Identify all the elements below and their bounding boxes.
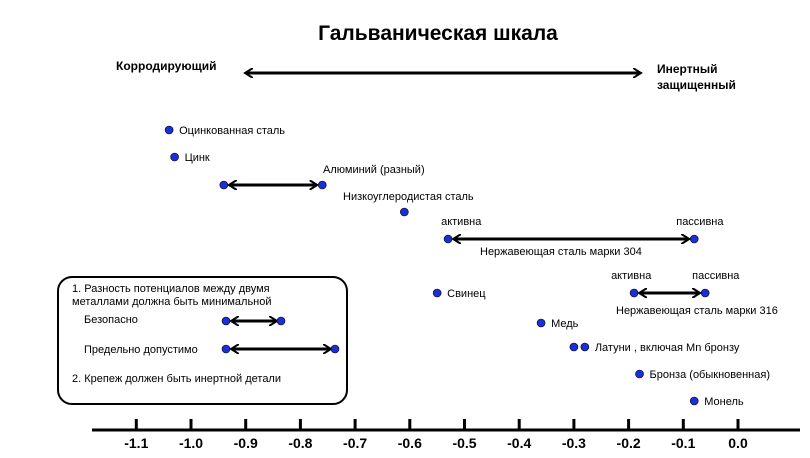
x-tick-label: -0.6	[398, 435, 422, 451]
corroding-label: Корродирующий	[116, 59, 216, 73]
x-tick-label: -0.1	[671, 435, 695, 451]
limit-point-left	[221, 344, 231, 354]
passive-label: пассивна	[692, 270, 740, 282]
item-label: Алюминий (разный)	[323, 164, 425, 176]
data-point	[170, 152, 179, 162]
data-point	[443, 234, 453, 244]
data-point	[689, 234, 699, 244]
data-point	[536, 318, 546, 328]
active-label: активна	[611, 270, 652, 282]
x-axis: -1.1 -1.0 -0.9 -0.8 -0.7 -0.6 -0.5 -0.4 -0.3 -0.2…	[92, 419, 800, 451]
active-label: активна	[441, 216, 482, 228]
safe-label: Безопасно	[84, 314, 138, 326]
item-label: Оцинкованная сталь	[179, 125, 285, 137]
inert-label-line1: Инертный	[657, 62, 717, 76]
limit-point-right	[330, 344, 340, 354]
item-label: Цинк	[185, 152, 210, 164]
rule1-line1: 1. Разность потенциалов между двумя	[72, 283, 270, 295]
data-point	[700, 288, 710, 298]
item-label: Бронза (обыкновенная)	[650, 369, 770, 381]
inert-label-line2: защищенный	[657, 78, 736, 92]
safe-point-right	[276, 316, 286, 326]
notes-box	[57, 276, 348, 405]
data-point	[635, 369, 644, 379]
safe-point-left	[221, 316, 231, 326]
data-point	[219, 180, 229, 190]
item-label: Нержавеющая сталь марки 304	[480, 246, 642, 258]
data-point	[317, 180, 327, 190]
item-label: Нержавеющая сталь марки 316	[616, 305, 778, 317]
data-point	[400, 207, 409, 217]
x-tick-label: -0.5	[452, 435, 476, 451]
data-point	[580, 342, 590, 352]
item-label: Монель	[704, 396, 744, 408]
data-point	[689, 396, 699, 406]
x-tick-label: -0.3	[562, 435, 586, 451]
points-layer: Оцинкованная сталь Цинк Алюминий (разный) Н…	[164, 125, 778, 408]
data-point	[432, 288, 442, 298]
x-tick-label: -0.2	[617, 435, 641, 451]
x-tick-label: -0.8	[288, 435, 312, 451]
passive-label: пассивна	[676, 216, 724, 228]
rule2: 2. Крепеж должен быть инертной детали	[72, 373, 281, 385]
item-label: Свинец	[447, 288, 486, 300]
item-label: Медь	[551, 318, 579, 330]
x-tick-label: -0.4	[507, 435, 531, 451]
limit-label: Предельно допустимо	[84, 344, 198, 356]
x-tick-label: -0.7	[343, 435, 367, 451]
item-label: Низкоуглеродистая сталь	[343, 191, 474, 203]
chart-title: Гальваническая шкала	[318, 22, 558, 45]
x-tick-label: -1.1	[124, 435, 148, 451]
x-tick-label: -1.0	[179, 435, 203, 451]
data-point	[569, 342, 579, 352]
item-label: Латуни , включая Mn бронзу	[595, 342, 740, 354]
x-tick-label: -0.9	[234, 435, 258, 451]
rule1-line2: металлами должна быть минимальной	[72, 296, 272, 308]
data-point	[629, 288, 639, 298]
data-point	[164, 125, 174, 135]
x-tick-label: 0.0	[728, 435, 748, 451]
